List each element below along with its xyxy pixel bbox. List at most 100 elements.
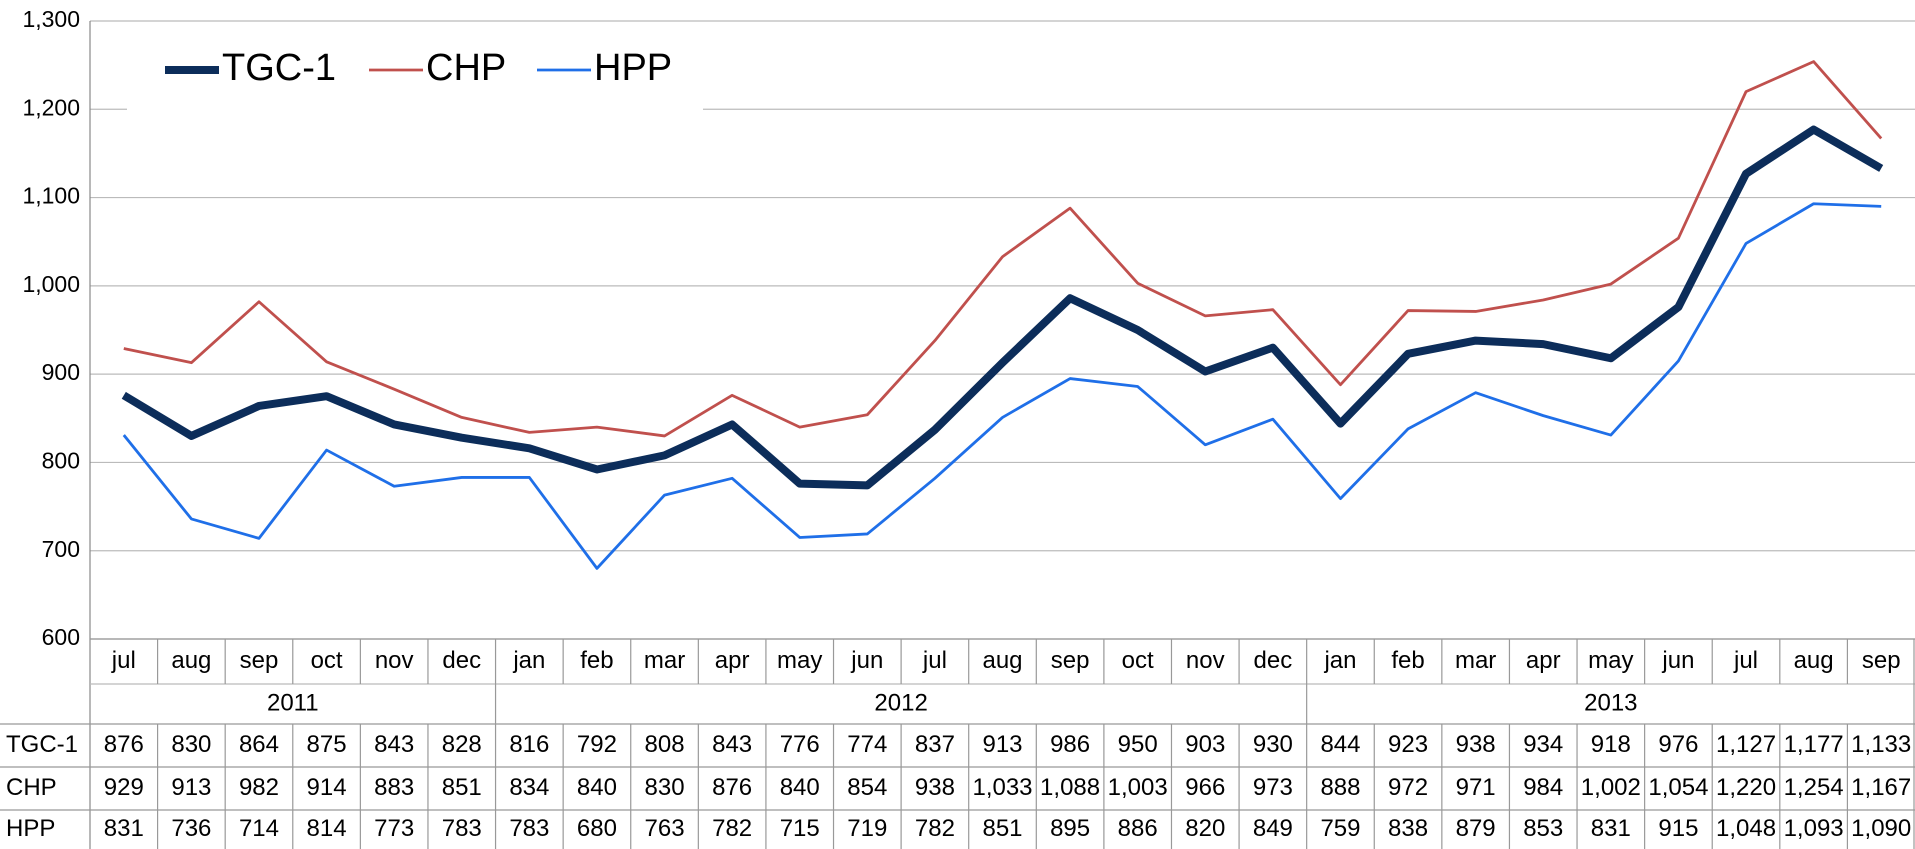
table-cell: 844	[1320, 731, 1360, 758]
table-cell: 888	[1320, 774, 1360, 801]
x-tick-label: jan	[512, 647, 545, 674]
table-cell: 773	[374, 815, 414, 842]
table-cell: 1,127	[1716, 731, 1776, 758]
table-cell: 851	[442, 774, 482, 801]
table-cell: 840	[577, 774, 617, 801]
table-cell: 986	[1050, 731, 1090, 758]
table-cell: 763	[645, 815, 685, 842]
table-cell: 976	[1658, 731, 1698, 758]
y-tick-label: 700	[42, 536, 80, 562]
table-cell: 913	[171, 774, 211, 801]
year-label: 2012	[874, 689, 927, 716]
x-tick-label: feb	[580, 647, 613, 674]
table-cell: 831	[1591, 815, 1631, 842]
y-tick-label: 1,300	[22, 6, 80, 32]
table-cell: 843	[712, 731, 752, 758]
table-cell: 854	[847, 774, 887, 801]
x-tick-label: mar	[644, 647, 685, 674]
table-cell: 1,220	[1716, 774, 1776, 801]
table-cell: 838	[1388, 815, 1428, 842]
table-cell: 759	[1320, 815, 1360, 842]
table-cell: 879	[1456, 815, 1496, 842]
table-cell: 876	[712, 774, 752, 801]
table-cell: 828	[442, 731, 482, 758]
series-line	[123, 60, 1883, 438]
table-cell: 1,003	[1108, 774, 1168, 801]
table-cell: 930	[1253, 731, 1293, 758]
table-cell: 830	[171, 731, 211, 758]
table-cell: 837	[915, 731, 955, 758]
table-cell: 886	[1118, 815, 1158, 842]
table-cell: 774	[847, 731, 887, 758]
table-cell: 973	[1253, 774, 1293, 801]
table-cell: 820	[1185, 815, 1225, 842]
table-cell: 903	[1185, 731, 1225, 758]
legend-label: CHP	[426, 47, 506, 89]
table-cell: 715	[780, 815, 820, 842]
table-cell: 680	[577, 815, 617, 842]
table-cell: 883	[374, 774, 414, 801]
x-tick-label: jun	[1661, 647, 1694, 674]
table-cell: 843	[374, 731, 414, 758]
x-tick-label: sep	[1051, 647, 1090, 674]
table-cell: 1,254	[1784, 774, 1844, 801]
table-cell: 1,048	[1716, 815, 1776, 842]
legend-label: TGC-1	[222, 47, 336, 89]
table-cell: 966	[1185, 774, 1225, 801]
table-cell: 875	[307, 731, 347, 758]
table-cell: 808	[645, 731, 685, 758]
table-cell: 984	[1523, 774, 1563, 801]
table-row-header: HPP	[6, 815, 55, 842]
x-tick-label: may	[777, 647, 822, 674]
x-tick-label: aug	[1794, 647, 1834, 674]
x-tick-label: jul	[111, 647, 136, 674]
y-tick-label: 800	[42, 448, 80, 474]
table-cell: 816	[509, 731, 549, 758]
x-tick-label: sep	[240, 647, 279, 674]
year-label: 2011	[267, 689, 319, 716]
x-tick-label: dec	[1254, 647, 1293, 674]
table-cell: 972	[1388, 774, 1428, 801]
table-cell: 982	[239, 774, 279, 801]
x-tick-label: may	[1588, 647, 1633, 674]
table-cell: 929	[104, 774, 144, 801]
table-cell: 1,093	[1784, 815, 1844, 842]
table-cell: 792	[577, 731, 617, 758]
table-cell: 1,002	[1581, 774, 1641, 801]
table-cell: 938	[915, 774, 955, 801]
table-cell: 782	[712, 815, 752, 842]
table-cell: 914	[307, 774, 347, 801]
table-row-header: TGC-1	[6, 731, 78, 758]
table-cell: 853	[1523, 815, 1563, 842]
table-cell: 971	[1456, 774, 1496, 801]
table-cell: 1,177	[1784, 731, 1844, 758]
x-tick-label: apr	[1526, 647, 1561, 674]
year-label: 2013	[1584, 689, 1637, 716]
x-tick-label: nov	[1186, 647, 1225, 674]
table-cell: 915	[1658, 815, 1698, 842]
table-cell: 923	[1388, 731, 1428, 758]
y-tick-label: 1,100	[22, 183, 80, 209]
table-cell: 1,088	[1040, 774, 1100, 801]
x-tick-label: aug	[171, 647, 211, 674]
table-cell: 714	[239, 815, 279, 842]
table-cell: 851	[982, 815, 1022, 842]
x-tick-label: jul	[1733, 647, 1758, 674]
table-cell: 783	[509, 815, 549, 842]
table-cell: 918	[1591, 731, 1631, 758]
y-tick-label: 1,000	[22, 271, 80, 297]
x-tick-label: nov	[375, 647, 414, 674]
table-cell: 782	[915, 815, 955, 842]
table-cell: 736	[171, 815, 211, 842]
x-tick-label: jun	[850, 647, 883, 674]
series-line	[122, 202, 1882, 570]
series-line	[121, 125, 1884, 490]
table-cell: 840	[780, 774, 820, 801]
table-cell: 950	[1118, 731, 1158, 758]
x-tick-label: sep	[1862, 647, 1901, 674]
table-cell: 938	[1456, 731, 1496, 758]
table-cell: 1,167	[1851, 774, 1911, 801]
table-cell: 719	[847, 815, 887, 842]
table-cell: 864	[239, 731, 279, 758]
